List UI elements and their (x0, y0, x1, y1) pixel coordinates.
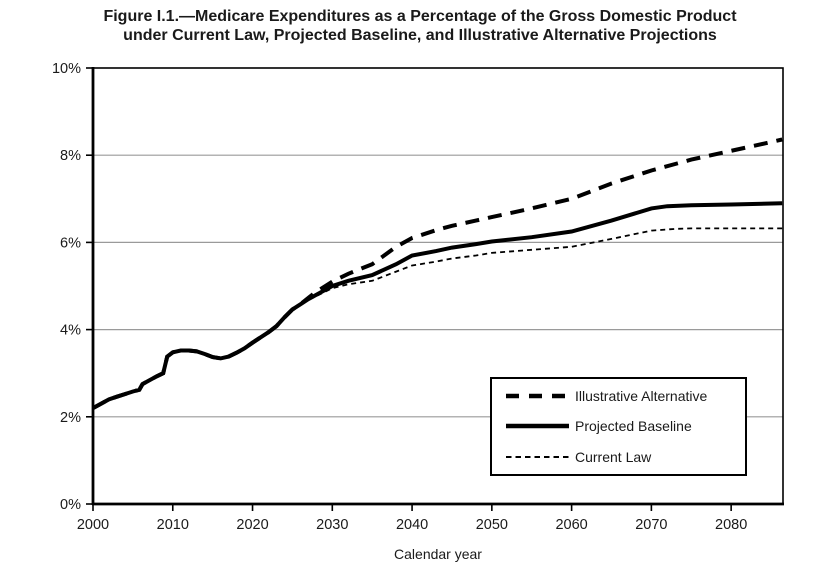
x-tick-label: 2080 (715, 517, 747, 533)
x-tick-label: 2070 (635, 517, 667, 533)
y-tick-label: 0% (60, 497, 81, 513)
y-tick-label: 4% (60, 323, 81, 339)
thin-dashed-line-icon (506, 455, 569, 458)
legend-item-illustrative-alternative: Illustrative Alternative (505, 382, 745, 410)
x-tick-label: 2050 (476, 517, 508, 533)
figure-title-line1: Figure I.1.—Medicare Expenditures as a P… (103, 8, 737, 25)
x-axis-label: Calendar year (394, 546, 482, 562)
x-tick-label: 2010 (157, 517, 189, 533)
thick-solid-line-icon (506, 424, 569, 429)
x-tick-label: 2060 (555, 517, 587, 533)
y-tick-label: 6% (60, 235, 81, 251)
chart-legend: Illustrative Alternative Projected Basel… (490, 377, 747, 476)
figure-title-line2: under Current Law, Projected Baseline, a… (123, 27, 717, 44)
thick-dashed-line-icon (506, 393, 569, 399)
legend-label-current-law: Current Law (575, 448, 652, 465)
x-tick-label: 2030 (316, 517, 348, 533)
legend-label-illustrative-alternative: Illustrative Alternative (575, 388, 708, 405)
x-tick-label: 2000 (77, 517, 109, 533)
figure-title: Figure I.1.—Medicare Expenditures as a P… (20, 7, 820, 45)
y-tick-label: 8% (60, 148, 81, 164)
legend-item-projected-baseline: Projected Baseline (505, 412, 745, 440)
legend-label-projected-baseline: Projected Baseline (575, 418, 692, 435)
series-line-projected-baseline (92, 201, 783, 410)
y-tick-label: 10% (52, 61, 81, 77)
x-tick-label: 2040 (396, 517, 428, 533)
legend-item-current-law: Current Law (505, 443, 745, 471)
x-tick-label: 2020 (236, 517, 268, 533)
y-tick-label: 2% (60, 410, 81, 426)
series-line-illustrative-alternative (92, 137, 783, 410)
